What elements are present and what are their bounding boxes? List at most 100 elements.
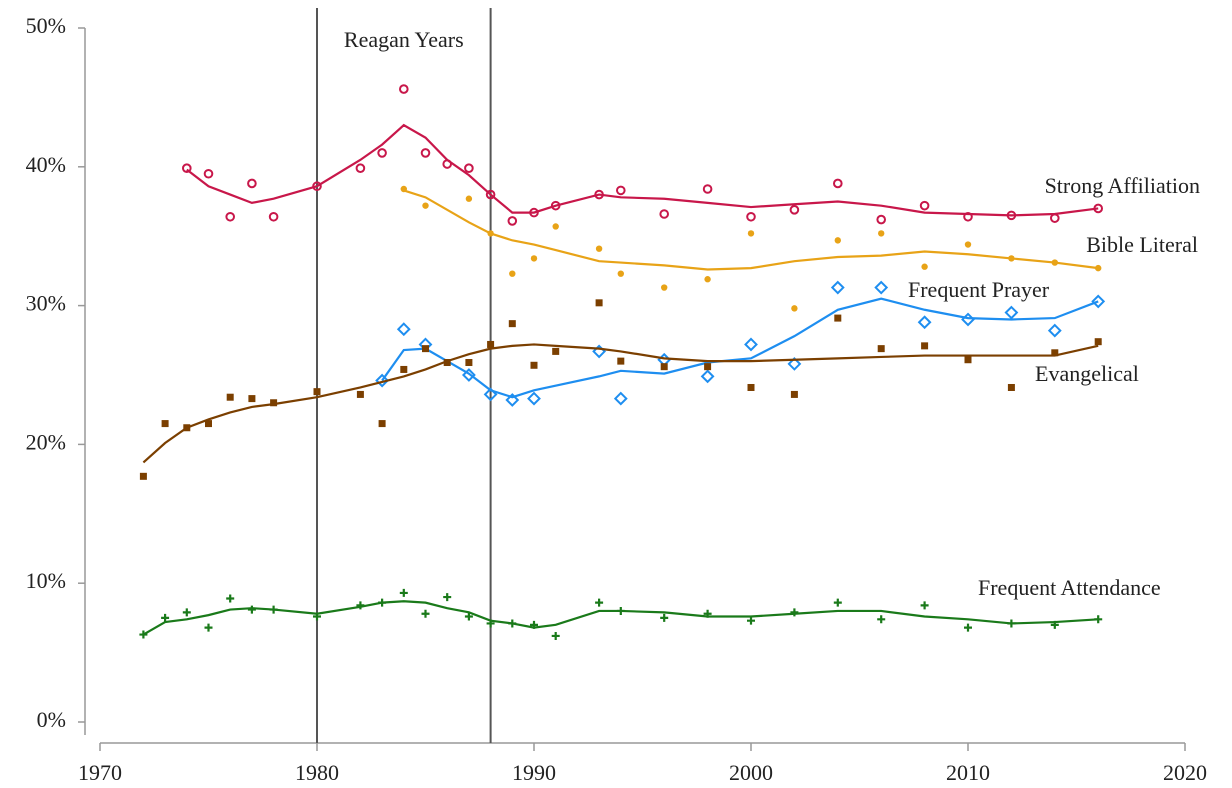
point [789, 205, 800, 215]
y-tick-label: 0% [37, 707, 66, 732]
point [595, 299, 603, 307]
point [616, 185, 626, 196]
series-label: Strong Affiliation [1045, 173, 1200, 198]
point [1008, 255, 1015, 262]
point [483, 387, 498, 402]
point [443, 359, 451, 367]
point [356, 390, 364, 398]
point [747, 383, 755, 391]
point [313, 612, 321, 621]
point [486, 619, 495, 628]
point [1047, 323, 1062, 338]
point [442, 159, 453, 169]
point [551, 631, 560, 640]
x-tick-label: 1970 [78, 760, 122, 785]
point [790, 608, 799, 617]
point [595, 245, 603, 252]
point [1094, 615, 1103, 624]
point [378, 598, 387, 607]
point [139, 630, 148, 639]
point [550, 200, 561, 211]
point [464, 163, 474, 173]
point [226, 594, 235, 603]
point [465, 195, 473, 202]
point [203, 168, 214, 179]
point [420, 148, 431, 158]
point [660, 363, 668, 371]
point [744, 337, 758, 352]
point [834, 314, 842, 322]
point [247, 178, 257, 189]
point [964, 241, 972, 248]
point [270, 399, 278, 407]
point [313, 388, 321, 396]
x-tick-label: 1990 [512, 760, 556, 785]
point [399, 588, 408, 597]
point [507, 216, 518, 226]
point [747, 230, 755, 237]
x-tick-label: 2000 [729, 760, 773, 785]
point [530, 255, 538, 262]
point [355, 163, 366, 173]
point [182, 163, 192, 173]
trend-line [186, 123, 1099, 217]
series-label: Evangelical [1035, 361, 1139, 386]
point [919, 200, 930, 211]
point [617, 357, 625, 365]
point [183, 424, 191, 432]
point [399, 84, 409, 94]
x-tick-label: 1980 [295, 760, 339, 785]
point [790, 390, 798, 398]
point [702, 184, 713, 194]
point [616, 606, 625, 615]
point [269, 605, 278, 614]
point [421, 609, 430, 618]
y-tick-label: 40% [26, 152, 66, 177]
series-label: Frequent Prayer [908, 277, 1050, 302]
point [917, 315, 932, 330]
point [508, 619, 517, 628]
point [1006, 210, 1017, 221]
point [161, 613, 170, 622]
point [659, 209, 670, 219]
point [225, 211, 235, 222]
point [485, 189, 496, 200]
y-tick-label: 30% [26, 291, 66, 316]
series-label: Bible Literal [1086, 232, 1198, 257]
y-tick-label: 10% [26, 568, 66, 593]
point [465, 359, 473, 367]
point [921, 342, 929, 350]
point [747, 616, 755, 625]
point [963, 211, 973, 222]
point [400, 365, 408, 373]
point [529, 207, 539, 218]
point [396, 322, 411, 337]
point [139, 472, 147, 480]
series-label: Frequent Attendance [978, 575, 1161, 600]
point [1094, 338, 1102, 346]
point [161, 420, 169, 428]
point [247, 605, 256, 614]
point [508, 320, 516, 328]
point [268, 211, 279, 222]
point [204, 623, 213, 632]
point [378, 420, 386, 428]
point [552, 223, 559, 230]
trend-line [403, 189, 1099, 271]
point [877, 615, 886, 624]
point [921, 263, 928, 270]
point [356, 601, 365, 610]
point [461, 368, 476, 382]
point [312, 181, 322, 192]
point [964, 623, 972, 632]
point [552, 347, 560, 355]
point [833, 598, 842, 607]
point [182, 608, 191, 617]
point [594, 189, 604, 200]
trend-line [142, 343, 1099, 464]
point [1004, 305, 1019, 320]
annotation-label: Reagan Years [344, 27, 464, 52]
point [530, 620, 538, 629]
point [876, 214, 887, 225]
point [1095, 264, 1102, 272]
